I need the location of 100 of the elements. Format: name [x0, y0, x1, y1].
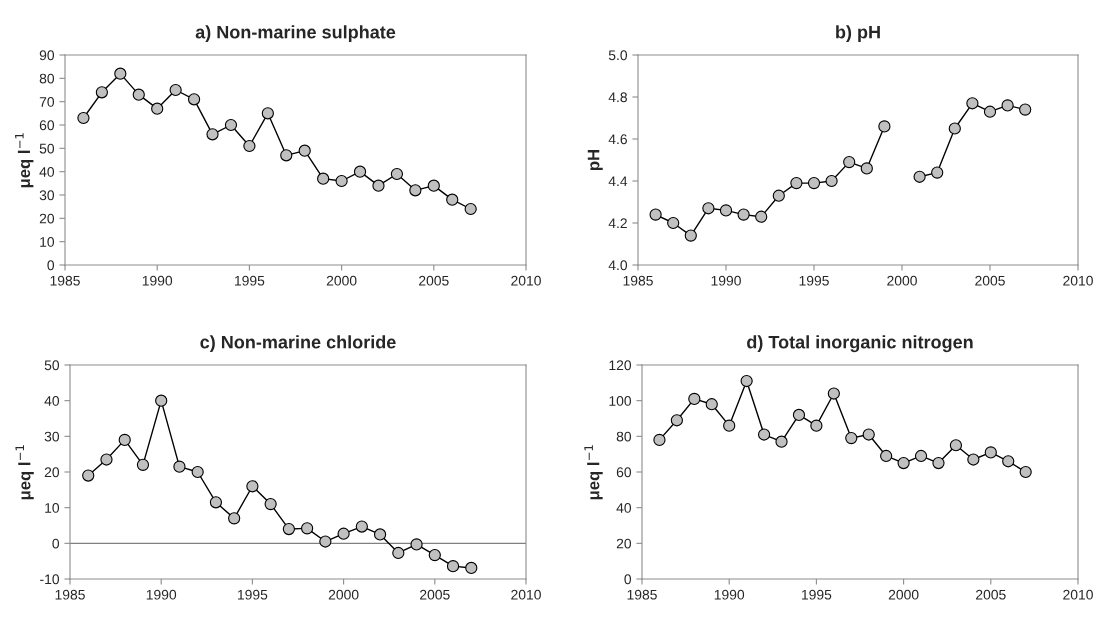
y-tick-label: 70: [39, 97, 55, 107]
x-tick-label: 1995: [799, 275, 829, 286]
point: [317, 172, 330, 185]
x-tick-label: 2005: [419, 275, 449, 286]
point: [224, 118, 238, 132]
point: [355, 520, 368, 533]
point: [246, 480, 259, 493]
point: [862, 428, 875, 441]
point: [298, 144, 311, 157]
point: [792, 408, 806, 422]
y-tick-label: 90: [39, 50, 55, 61]
y-tick-label: 40: [44, 396, 60, 406]
y-tick-label: 5.0: [608, 50, 628, 61]
y-tick-label: 10: [45, 503, 60, 513]
point: [410, 538, 423, 551]
point: [897, 456, 910, 470]
point: [705, 398, 718, 411]
y-tick-label: 20: [39, 213, 55, 224]
x-tick-label: 1995: [235, 275, 265, 286]
point: [264, 497, 277, 511]
point: [653, 433, 666, 447]
y-tick-label: 40: [616, 503, 632, 513]
x-tick-label: 1990: [711, 275, 741, 286]
y-tick-label: 120: [609, 360, 632, 371]
point: [187, 93, 201, 106]
point: [337, 527, 350, 540]
y-axis-title: pH: [587, 150, 603, 171]
point: [209, 496, 223, 509]
point: [719, 204, 733, 217]
point: [95, 86, 108, 99]
point: [827, 387, 840, 400]
x-tick-label: 2000: [887, 275, 917, 286]
point: [373, 528, 387, 541]
point: [1001, 99, 1014, 112]
point: [649, 208, 662, 221]
point: [228, 512, 241, 525]
point: [880, 449, 893, 463]
point: [390, 167, 404, 181]
point: [860, 162, 873, 175]
point: [114, 67, 127, 80]
x-tick-label: 2010: [1063, 589, 1093, 600]
point: [372, 179, 385, 192]
x-tick-label: 2010: [1063, 275, 1093, 286]
point: [949, 439, 963, 452]
x-tick-label: 2010: [511, 275, 541, 286]
point: [77, 111, 90, 125]
x-tick-label: 2005: [976, 589, 1006, 600]
x-tick-label: 1985: [50, 275, 80, 286]
point: [757, 428, 771, 441]
point: [335, 174, 348, 188]
point: [723, 419, 736, 432]
point: [301, 522, 314, 535]
point: [319, 535, 332, 548]
x-tick-label: 1985: [55, 589, 85, 600]
x-tick-label: 2000: [328, 589, 359, 600]
point: [409, 184, 422, 197]
y-tick-label: 10: [40, 237, 55, 247]
y-tick-label: 4.0: [608, 260, 628, 271]
point: [667, 216, 680, 230]
chart-title: b) pH: [836, 25, 880, 43]
point: [755, 210, 768, 223]
y-tick-label: 20: [616, 538, 632, 549]
point: [843, 155, 856, 169]
y-tick-label: 4.8: [608, 92, 627, 103]
point: [810, 419, 823, 432]
point: [688, 392, 701, 405]
point: [913, 170, 926, 183]
y-tick-label: 50: [44, 360, 60, 371]
point: [931, 166, 944, 179]
y-axis-title: μeq l$^{−1}$: [15, 445, 34, 500]
point: [136, 458, 150, 471]
point: [948, 122, 961, 135]
point: [243, 139, 256, 153]
point: [428, 548, 441, 562]
point: [446, 560, 460, 573]
chart-title: a) Non-marine sulphate: [195, 25, 396, 43]
x-tick-label: 1990: [142, 275, 173, 286]
point: [772, 189, 785, 202]
point: [191, 465, 204, 479]
y-tick-label: 80: [39, 73, 55, 84]
point: [173, 460, 186, 473]
point: [825, 174, 838, 188]
y-tick-label: 50: [39, 143, 55, 154]
point: [427, 179, 440, 192]
point: [169, 83, 182, 97]
point: [132, 88, 145, 101]
y-tick-label: 4.6: [608, 134, 627, 145]
y-tick-label: 0: [624, 574, 632, 585]
point: [684, 229, 697, 242]
point: [775, 435, 788, 448]
x-tick-label: 1995: [238, 589, 268, 600]
point: [100, 453, 113, 466]
x-tick-label: 1985: [627, 589, 657, 600]
x-tick-label: 2000: [888, 589, 919, 600]
point: [670, 414, 683, 427]
point: [967, 453, 980, 466]
y-tick-label: 30: [44, 431, 60, 442]
y-tick-label: 30: [39, 190, 55, 201]
y-tick-label: 4.4: [608, 176, 628, 187]
point: [845, 432, 858, 445]
